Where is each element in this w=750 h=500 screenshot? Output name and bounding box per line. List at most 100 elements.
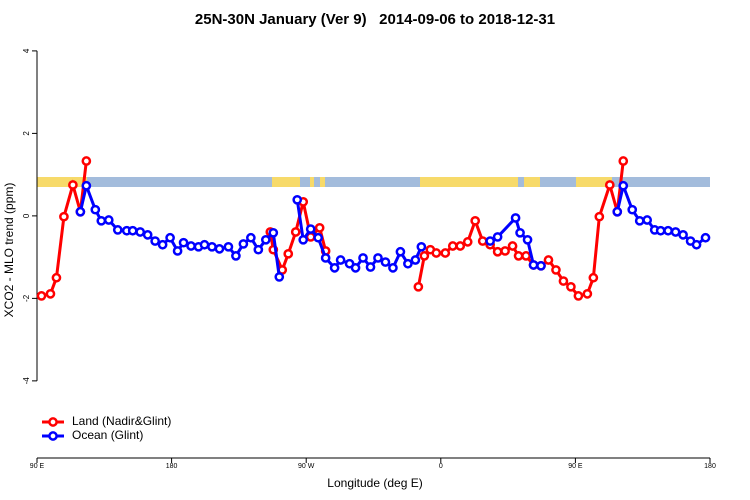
point	[320, 253, 331, 263]
point	[142, 230, 153, 240]
land-strip	[320, 177, 325, 187]
point	[380, 257, 391, 267]
legend-marker	[48, 417, 58, 427]
point	[45, 288, 56, 299]
point	[618, 156, 629, 166]
point	[199, 239, 210, 250]
point	[150, 236, 160, 246]
point	[178, 237, 189, 248]
point	[413, 281, 424, 292]
point	[75, 206, 86, 217]
point	[419, 251, 430, 261]
point	[207, 241, 217, 252]
point	[223, 241, 234, 252]
point	[135, 227, 146, 237]
land-strip	[37, 177, 87, 187]
point	[521, 251, 531, 261]
point	[231, 251, 241, 261]
point	[700, 232, 711, 243]
point	[59, 211, 69, 222]
x-tick-label: 90 E	[30, 463, 45, 470]
point	[214, 244, 225, 254]
y-tick-label: -4	[22, 377, 31, 385]
point	[582, 288, 593, 299]
point	[290, 227, 301, 237]
point	[253, 244, 264, 255]
point	[462, 237, 473, 247]
point	[470, 215, 481, 226]
x-tick-label: 0	[439, 463, 443, 470]
point	[274, 272, 285, 282]
point	[246, 232, 256, 243]
point	[260, 234, 271, 245]
point	[536, 260, 546, 271]
point	[36, 291, 47, 301]
point	[268, 227, 279, 238]
point	[81, 156, 92, 166]
land-strip	[272, 177, 300, 187]
point	[157, 239, 168, 250]
point	[604, 180, 615, 190]
point	[314, 222, 325, 233]
x-tick-label: 180	[704, 463, 716, 470]
point	[440, 248, 451, 258]
x-tick-label: 90 W	[298, 463, 315, 470]
point	[515, 227, 525, 238]
y-tick-label: 0	[22, 213, 31, 218]
point	[395, 246, 406, 257]
point	[292, 194, 303, 205]
point	[558, 276, 569, 286]
point	[172, 246, 183, 256]
point	[492, 246, 503, 257]
point	[477, 236, 488, 246]
y-tick-label: 4	[22, 48, 31, 53]
point	[51, 272, 62, 283]
point	[165, 232, 175, 243]
legend-marker	[48, 431, 58, 441]
point	[335, 255, 346, 265]
point	[365, 262, 376, 272]
point	[81, 180, 92, 191]
point	[528, 260, 539, 270]
x-axis-label: Longitude (deg E)	[327, 476, 422, 490]
point	[678, 230, 688, 240]
point	[103, 215, 114, 225]
point	[305, 224, 316, 234]
point	[612, 206, 623, 217]
point	[403, 258, 413, 269]
legend-label: Ocean (Glint)	[72, 428, 143, 442]
point	[90, 204, 101, 215]
point	[112, 225, 123, 235]
y-tick-label: -2	[22, 294, 31, 302]
series-line	[78, 180, 707, 278]
point	[670, 227, 681, 237]
point	[634, 215, 645, 226]
land-ocean-strip	[37, 177, 710, 187]
y-tick-label: 2	[22, 131, 31, 136]
point	[513, 251, 524, 261]
point	[594, 211, 605, 222]
point	[485, 236, 496, 246]
point	[573, 291, 584, 301]
point	[655, 225, 666, 236]
point	[96, 215, 107, 226]
point	[642, 215, 653, 225]
point	[410, 255, 421, 265]
point	[507, 241, 518, 251]
point	[238, 239, 249, 249]
point	[329, 263, 340, 273]
point	[618, 180, 629, 191]
x-tick-label: 180	[166, 463, 178, 470]
point	[388, 263, 398, 273]
x-tick-label: 90 E	[568, 463, 583, 470]
point	[691, 239, 702, 250]
point	[313, 232, 324, 243]
point	[283, 248, 294, 259]
point	[127, 225, 138, 236]
point	[588, 272, 599, 283]
point	[431, 248, 442, 258]
point	[350, 263, 361, 273]
land-strip	[524, 177, 540, 187]
point	[627, 204, 638, 215]
